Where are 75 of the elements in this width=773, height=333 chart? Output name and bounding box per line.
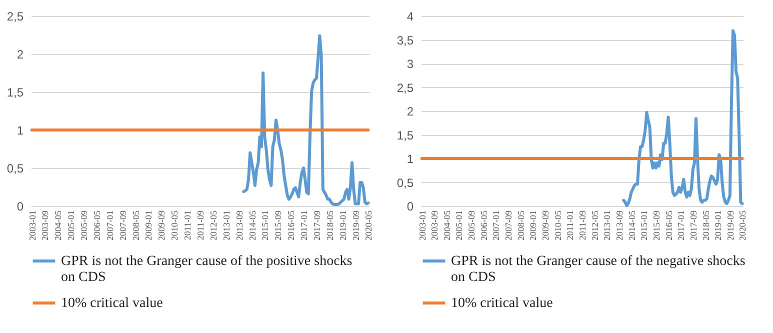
x-tick-label: 2009-09 — [540, 210, 551, 240]
y-tick-label: 1 — [406, 152, 414, 166]
legend-label: GPR is not the Granger cause of the negative shocks on CDS — [451, 254, 746, 285]
x-tick-label: 2019-09 — [350, 210, 361, 240]
x-tick-label: 2009-09 — [156, 210, 167, 240]
x-tick-label: 2005-09 — [466, 210, 477, 240]
y-tick-label: 2 — [406, 104, 414, 118]
y-tick-label: 3,5 — [396, 33, 414, 48]
y-tick-label: 0 — [406, 200, 414, 214]
x-tick-label: 2011-01 — [182, 210, 193, 240]
x-tick-label: 2010-05 — [170, 210, 180, 240]
x-tick-label: 2017-09 — [312, 210, 322, 240]
x-tick-label: 2014-05 — [626, 210, 637, 240]
x-tick-label: 2007-09 — [504, 210, 514, 240]
x-tick-label: 2005-01 — [66, 210, 76, 240]
x-tick-label: 2006-05 — [478, 210, 489, 240]
x-tick-label: 2013-01 — [602, 210, 612, 240]
line-series — [242, 34, 370, 206]
x-tick-label: 2006-05 — [92, 210, 102, 240]
x-tick-label: 2019-09 — [725, 210, 736, 240]
x-tick-label: 2005-01 — [454, 210, 464, 240]
x-tick-label: 2012-05 — [208, 210, 218, 240]
x-tick-label: 2009-01 — [528, 210, 538, 240]
legend-label: 10% critical value — [451, 296, 553, 311]
x-tick-label: 2013-01 — [221, 210, 232, 240]
x-tick-label: 2017-09 — [688, 210, 698, 240]
legend-label: 10% critical value — [61, 296, 163, 311]
y-tick-label: 1 — [16, 124, 24, 138]
y-tick-label: 2 — [16, 48, 24, 62]
x-tick-label: 2018-05 — [324, 210, 335, 240]
x-tick-label: 2016-05 — [664, 210, 674, 240]
x-tick-label: 2014-05 — [247, 210, 258, 240]
y-tick-label: 4 — [406, 10, 414, 24]
x-tick-label: 2011-09 — [196, 210, 206, 240]
x-tick-label: 2003-09 — [430, 210, 440, 240]
x-tick-label: 2003-01 — [417, 210, 428, 240]
y-tick-label: 2,5 — [396, 80, 414, 95]
x-tick-label: 2009-01 — [144, 210, 154, 240]
x-tick-label: 2016-05 — [286, 210, 296, 240]
y-tick-label: 0 — [16, 200, 24, 214]
x-tick-label: 2007-01 — [491, 210, 502, 240]
x-tick-label: 2019-01 — [338, 210, 348, 240]
x-tick-label: 2017-01 — [676, 210, 686, 240]
y-tick-label: 3 — [406, 57, 414, 71]
y-tick-label: 0,5 — [396, 176, 414, 190]
x-tick-label: 2015-09 — [651, 210, 662, 240]
x-tick-label: 2020-05 — [364, 210, 374, 240]
x-tick-label: 2004-05 — [53, 210, 64, 240]
x-tick-label: 2015-09 — [273, 210, 284, 240]
line-series — [622, 29, 744, 208]
x-tick-label: 2020-05 — [738, 210, 748, 240]
x-tick-label: 2013-09 — [234, 210, 244, 240]
x-tick-label: 2012-05 — [590, 210, 600, 240]
x-tick-label: 2003-01 — [27, 210, 38, 240]
x-tick-label: 2015-01 — [260, 210, 270, 240]
x-tick-label: 2013-09 — [614, 210, 624, 240]
x-tick-label: 2011-01 — [565, 210, 576, 240]
x-tick-label: 2005-09 — [79, 210, 90, 240]
x-tick-label: 2018-05 — [700, 210, 711, 240]
x-tick-label: 2004-05 — [442, 210, 452, 240]
y-tick-label: 1,5 — [6, 86, 24, 100]
x-tick-label: 2017-01 — [299, 210, 309, 240]
y-tick-label: 0,5 — [6, 162, 24, 176]
x-tick-label: 2003-09 — [40, 210, 50, 240]
x-tick-label: 2010-05 — [552, 210, 563, 240]
x-tick-label: 2007-09 — [118, 210, 128, 240]
y-tick-label: 2,5 — [6, 10, 24, 24]
x-tick-label: 2008-05 — [130, 210, 141, 240]
x-tick-label: 2011-09 — [578, 210, 588, 240]
legend-label: GPR is not the Granger cause of the positive shocks on CDS — [61, 254, 352, 285]
x-tick-label: 2007-01 — [104, 210, 115, 240]
x-tick-label: 2015-01 — [639, 210, 650, 240]
x-tick-label: 2008-05 — [516, 210, 526, 240]
y-tick-label: 1,5 — [396, 128, 414, 142]
x-tick-label: 2019-01 — [713, 210, 724, 240]
